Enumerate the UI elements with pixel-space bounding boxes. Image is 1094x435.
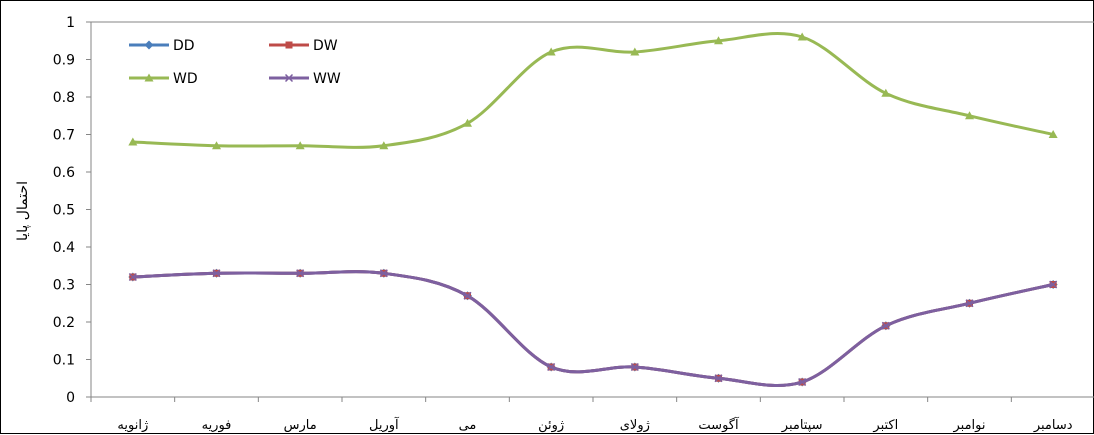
y-tick-label: 0.6	[53, 165, 75, 181]
data-point-ww	[798, 377, 807, 387]
data-point-wd	[714, 36, 723, 45]
legend-label: WD	[173, 71, 198, 87]
x-tick-label: آوریل	[369, 416, 400, 433]
data-point-ww	[881, 321, 890, 330]
data-point-wd	[295, 141, 305, 150]
legend-label: DW	[313, 38, 338, 54]
data-point-wd	[379, 141, 389, 150]
y-tick-label: 0.4	[53, 240, 75, 256]
data-point-wd	[212, 141, 221, 150]
x-tick-label: آگوست	[698, 416, 740, 433]
legend-item-dd: DD	[129, 38, 195, 54]
y-tick-label: 0.9	[53, 53, 75, 69]
x-tick-label: ژوئن	[538, 418, 564, 433]
data-point-ww	[630, 362, 639, 372]
series-ww	[128, 269, 1058, 388]
legend-marker	[284, 73, 294, 83]
data-point-wd	[128, 137, 138, 146]
data-point-ww	[463, 291, 472, 300]
x-tick-label: می	[459, 418, 477, 433]
series-line-dd	[132, 270, 1054, 388]
series-line-ww	[132, 270, 1054, 388]
x-tick-label: سپتامبر	[781, 418, 823, 433]
data-point-wd	[1048, 130, 1058, 138]
data-point-wd	[546, 47, 556, 56]
x-tick-label: مارس	[284, 418, 317, 433]
data-point-ww	[128, 272, 137, 282]
x-tick-label: ژولای	[620, 418, 650, 433]
data-point-ww	[379, 269, 388, 278]
legend-label: WW	[313, 71, 341, 87]
data-point-ww	[965, 299, 974, 308]
legend-marker	[144, 73, 154, 82]
y-tick-label: 0.8	[53, 90, 75, 106]
y-tick-label: 0.2	[53, 315, 75, 331]
legend-item-dw: DW	[269, 38, 338, 54]
data-point-wd	[630, 47, 640, 56]
data-point-ww	[212, 269, 221, 278]
data-point-ww	[296, 269, 305, 278]
series-layer	[128, 32, 1058, 388]
x-axis: ژانویه فوریه مارس آوریل می ژوئن ژولای آگوست سپتا…	[90, 396, 1094, 433]
legend-item-wd: WD	[129, 71, 198, 87]
series-dd	[128, 268, 1058, 388]
y-tick-label: 1	[66, 15, 75, 31]
legend-item-ww: WW	[269, 71, 341, 87]
data-point-wd	[797, 32, 807, 41]
legend-label: DD	[173, 38, 195, 54]
series-wd	[128, 32, 1058, 150]
y-tick-label: 0.5	[53, 203, 75, 219]
series-line-wd	[132, 32, 1054, 149]
x-tick-label: دسامبر	[1033, 418, 1073, 433]
series-dw	[129, 269, 1057, 388]
data-point-wd	[881, 88, 891, 97]
y-tick-label: 0.7	[53, 128, 75, 144]
legend: DD DW WD WW	[129, 38, 341, 87]
y-tick-label: 0	[66, 390, 75, 406]
series-line-dw	[132, 270, 1054, 388]
x-tick-label: اکتبر	[872, 418, 898, 433]
x-tick-label: نوامبر	[952, 418, 985, 433]
x-tick-label: فوریه	[202, 418, 232, 433]
data-point-ww	[714, 374, 723, 383]
x-tick-label: ژانویه	[117, 418, 148, 433]
data-point-wd	[463, 118, 472, 127]
data-point-ww	[1049, 280, 1058, 289]
data-point-wd	[965, 111, 974, 120]
y-axis: 0 0.1 0.2 0.3 0.4 0.5 0.6 0.7 0.8 0.9 1	[53, 15, 92, 406]
y-tick-label: 0.1	[53, 353, 75, 369]
legend-marker	[144, 40, 154, 50]
y-tick-label: 0.3	[53, 278, 75, 294]
y-axis-title: احتمال پایا	[15, 181, 31, 241]
legend-marker	[285, 41, 293, 49]
data-point-ww	[547, 362, 556, 372]
